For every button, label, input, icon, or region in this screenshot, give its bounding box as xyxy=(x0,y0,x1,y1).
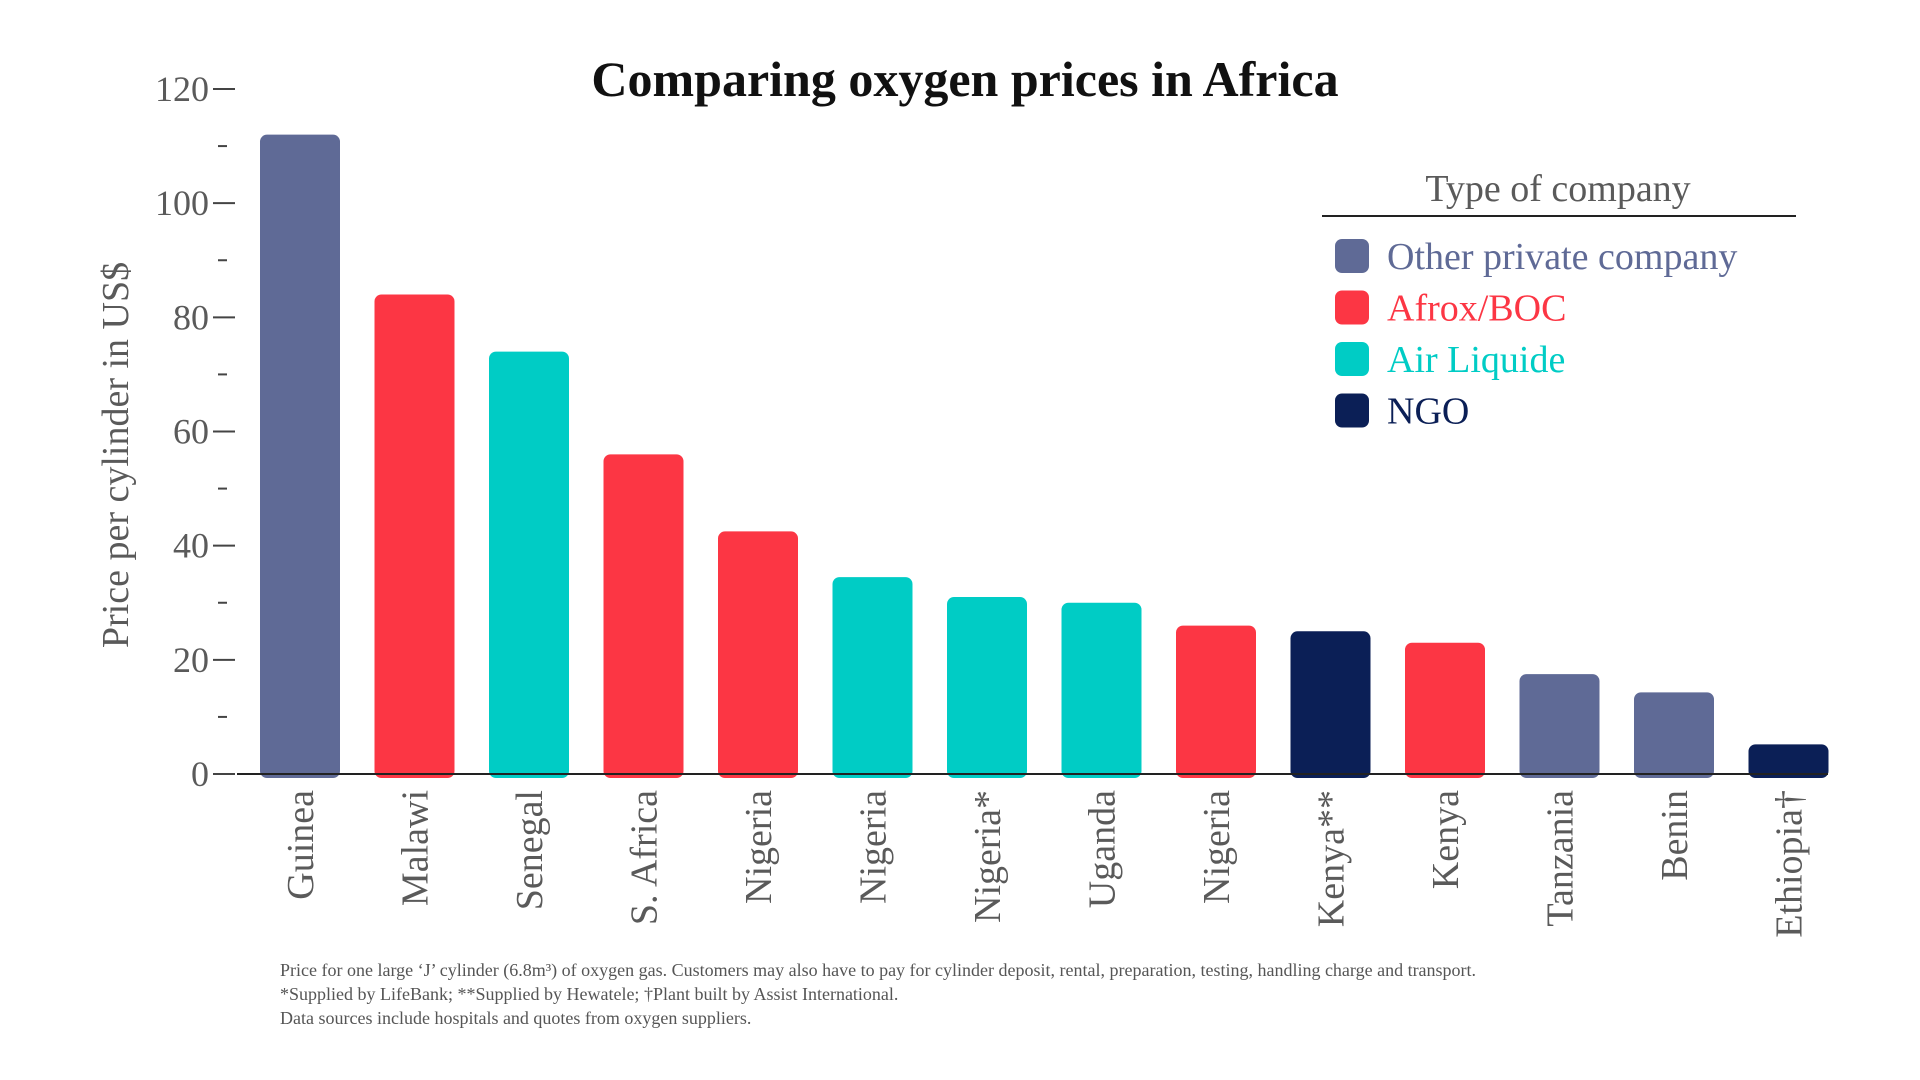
x-tick-label: Tanzania xyxy=(1540,790,1582,927)
bar xyxy=(1519,674,1600,778)
y-tick-label: 0 xyxy=(191,754,209,794)
x-tick-label: S. Africa xyxy=(624,790,666,925)
x-tick-label: Ethiopia† xyxy=(1769,790,1811,938)
y-tick-label: 40 xyxy=(173,526,209,566)
bar xyxy=(1290,631,1371,778)
footnote-line: *Supplied by LifeBank; **Supplied by Hew… xyxy=(280,984,899,1004)
legend-label: Other private company xyxy=(1387,236,1737,278)
y-tick-label: 100 xyxy=(155,183,209,223)
legend-label: Afrox/BOC xyxy=(1387,288,1566,330)
x-tick-label: Benin xyxy=(1654,790,1696,881)
x-tick-label: Nigeria xyxy=(1196,790,1238,904)
bar xyxy=(1405,642,1485,778)
y-tick-label: 20 xyxy=(173,640,209,680)
legend-swatch xyxy=(1335,393,1369,428)
bar xyxy=(260,134,340,778)
chart-title: Comparing oxygen prices in Africa xyxy=(591,51,1338,107)
legend-label: Air Liquide xyxy=(1387,339,1565,381)
x-tick-label: Guinea xyxy=(280,790,322,900)
x-tick-label: Uganda xyxy=(1082,790,1124,908)
footnote-line: Price for one large ‘J’ cylinder (6.8m³)… xyxy=(280,960,1477,980)
bar xyxy=(947,597,1027,778)
legend: Type of company Other private company Afr… xyxy=(1322,168,1796,433)
x-tick-label: Nigeria xyxy=(738,790,780,904)
bars xyxy=(260,134,1829,778)
footnote-line: Data sources include hospitals and quote… xyxy=(280,1008,752,1028)
x-tick-label: Nigeria xyxy=(853,790,895,904)
bar xyxy=(832,577,913,778)
bar xyxy=(1061,602,1142,778)
bar xyxy=(603,454,684,778)
y-tick-label: 120 xyxy=(155,69,209,109)
y-axis: 0 20 40 60 80 100 120 xyxy=(155,69,235,794)
bar xyxy=(718,531,798,778)
y-tick-label: 80 xyxy=(173,297,209,337)
x-tick-label: Senegal xyxy=(509,790,551,910)
legend-swatch xyxy=(1335,342,1369,376)
y-tick-label: 60 xyxy=(173,412,209,452)
bar xyxy=(1748,744,1829,778)
y-axis-label: Price per cylinder in US$ xyxy=(95,262,137,648)
legend-label: NGO xyxy=(1387,391,1469,433)
bar xyxy=(374,294,455,778)
x-tick-label: Kenya** xyxy=(1311,790,1353,927)
x-tick-label: Kenya xyxy=(1425,790,1467,889)
x-tick-label: Nigeria* xyxy=(967,790,1009,923)
bar xyxy=(1634,692,1714,778)
bar xyxy=(1176,625,1256,778)
x-tick-label: Malawi xyxy=(395,790,437,906)
x-axis-labels: Guinea Malawi Senegal S. Africa Nigeria Niger… xyxy=(280,790,1811,938)
legend-title: Type of company xyxy=(1425,168,1690,210)
bar xyxy=(489,351,569,778)
footnotes: Price for one large ‘J’ cylinder (6.8m³)… xyxy=(280,958,1780,1030)
legend-swatch xyxy=(1335,290,1369,325)
legend-swatch xyxy=(1335,239,1369,273)
legend-entries: Other private company Afrox/BOC Air Liquid… xyxy=(1335,236,1737,433)
